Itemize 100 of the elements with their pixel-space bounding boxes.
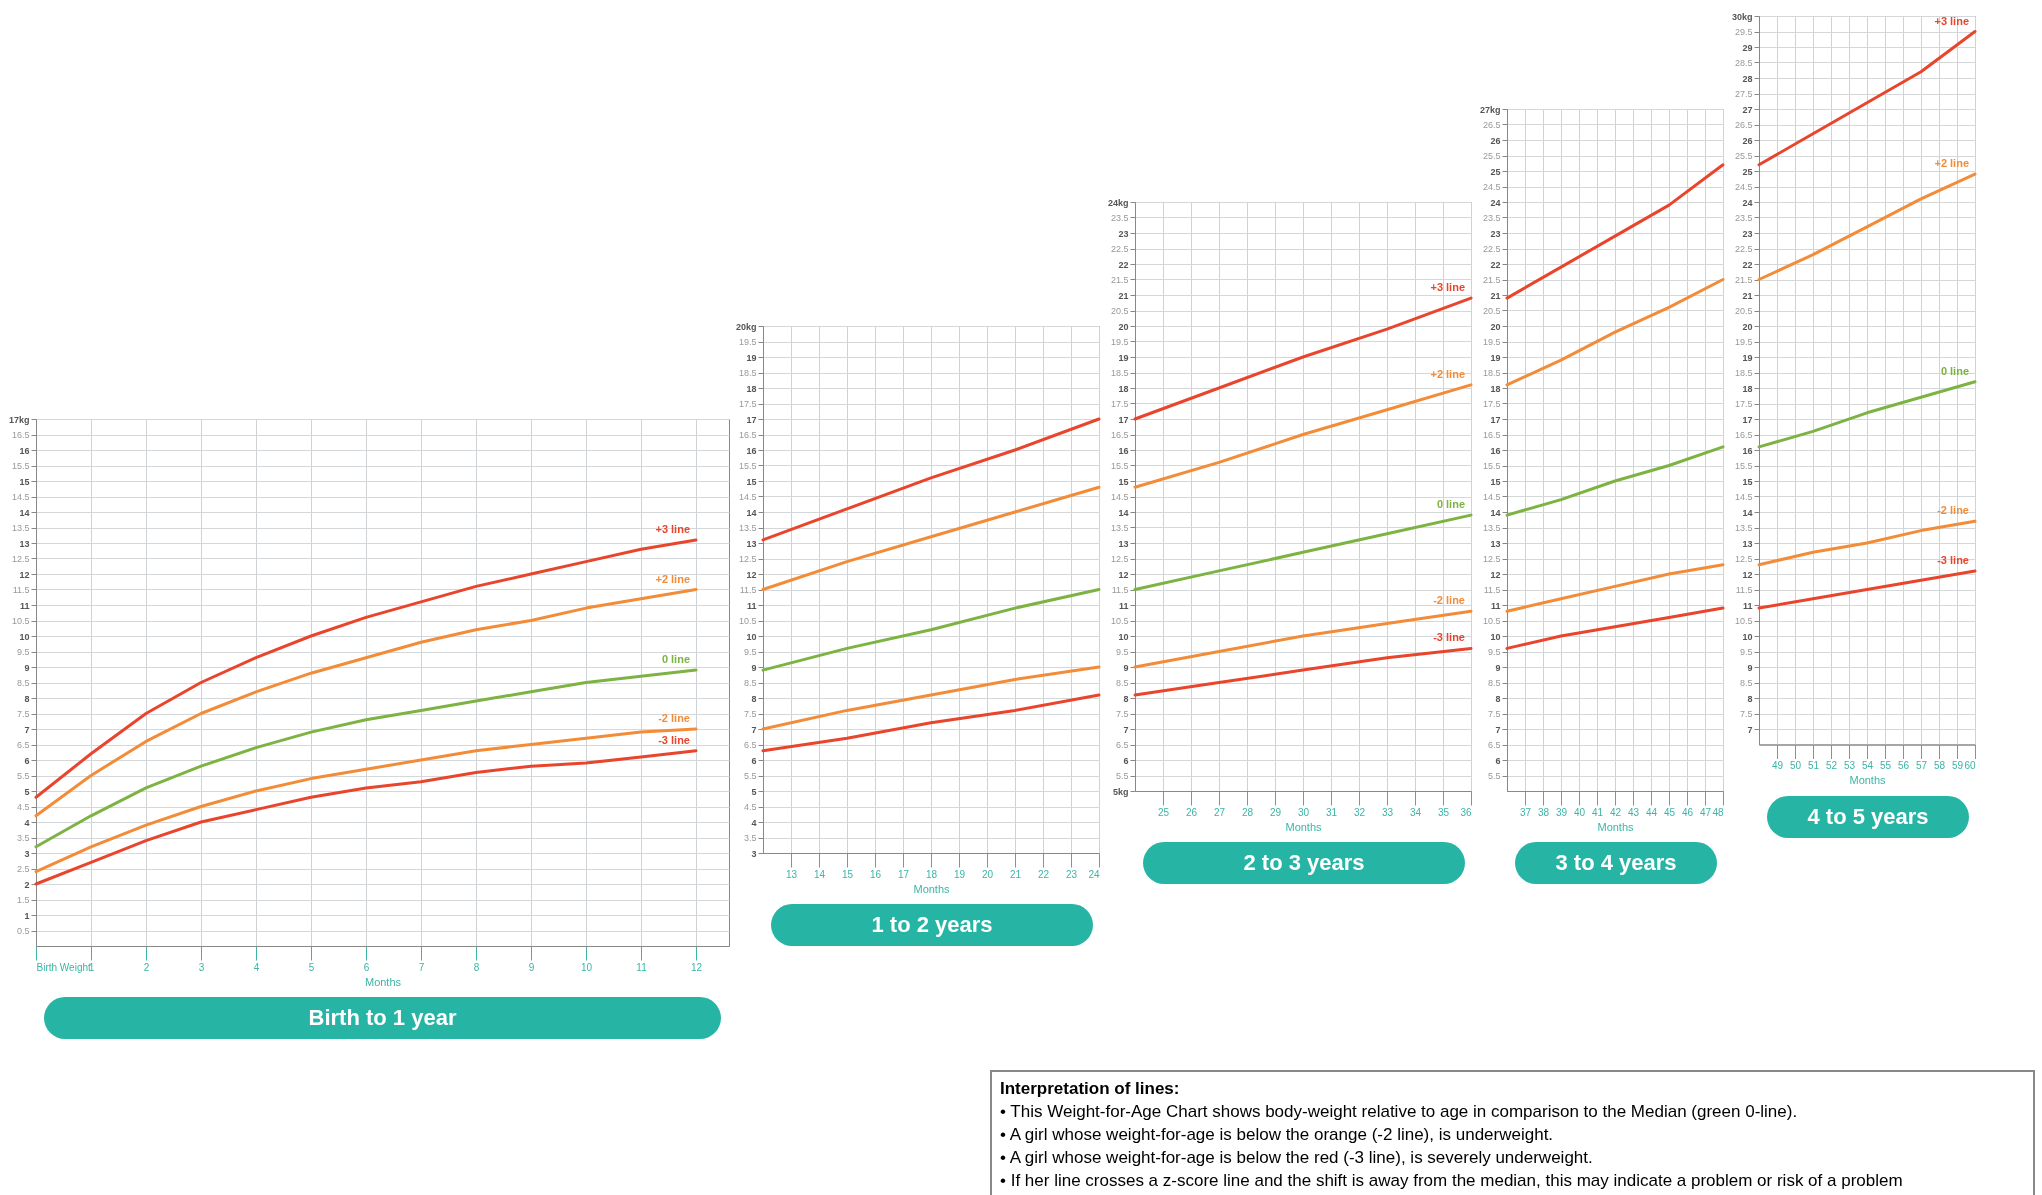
line-series [34,668,698,849]
y-tick-label: 3.5 [743,833,757,843]
y-tick-label: 19.5 [1482,337,1501,347]
y-tick-label: 20.5 [1110,306,1129,316]
line-series [761,417,1101,542]
y-tick-label: 11 [1742,600,1753,611]
x-tick-label: 5 [308,961,315,973]
y-tick-label: 7.5 [1115,709,1129,719]
text: • This Weight-for-Age Chart shows body-weight relative to age in comparison to the Median (green 0-line). [1000,1101,1799,1123]
x-tick-label: 21 [1009,868,1022,880]
x-tick-label: 48 [1712,806,1724,818]
text: • If her line crosses a z-score line and the shift is away from the median, this may indicate a problem or risk of a problem [1000,1170,1904,1192]
line-series [34,749,698,886]
y-tick-label: 22 [1490,259,1501,270]
x-axis-title: Months [1849,774,1887,786]
y-tick-label: 16.5 [738,430,757,440]
y-tick-label: 17 [1118,414,1129,425]
series-label: +2 line [655,572,690,585]
line-series [34,538,698,799]
y-tick-label: 13 [1118,538,1129,549]
y-tick-label: 21.5 [1110,275,1129,285]
line-series [1133,296,1473,421]
y-tick-label: 11 [19,600,30,611]
y-tick-label: 5 [751,786,757,797]
y-tick-label: 15 [1490,476,1501,487]
line-series [761,693,1101,753]
y-tick-label: 8.5 [1115,678,1129,688]
y-tick-label: 18.5 [738,368,757,378]
x-tick-label: 31 [1325,806,1338,818]
y-tick-label: 3 [24,848,30,859]
y-tick-label: 12 [746,569,757,580]
y-tick-label: 17 [746,414,757,425]
series-label: -3 line [1937,553,1969,566]
y-tick-label: 21.5 [1482,275,1501,285]
y-tick-label: 20.5 [1482,306,1501,316]
y-tick-label: 17.5 [738,399,757,409]
x-tick-label: 57 [1915,760,1928,771]
y-tick-label: 21 [1490,290,1501,301]
y-tick-label: 20.5 [1734,306,1753,316]
x-axis-title: Months [913,882,951,895]
y-tick-label: 24.5 [1482,182,1501,192]
y-tick-label: 12.5 [1482,554,1501,564]
y-tick-label: 23 [1490,228,1501,239]
x-tick-label: 18 [925,868,938,880]
y-tick-label: 4.5 [16,802,30,812]
series-label: 0 line [1436,498,1465,511]
y-tick-label: 19.5 [1110,337,1129,347]
y-tick-label: 1.5 [16,895,30,905]
y-tick-label: 17 [1742,414,1753,425]
y-tick-label: 8 [751,693,757,704]
x-tick-label: 28 [1241,806,1254,818]
text: • A girl whose weight-for-age is below the orange (-2 line), is underweight. [1000,1124,1555,1146]
y-tick-label: 6.5 [16,740,30,750]
y-tick-label: 13.5 [1734,523,1753,533]
y-tick-label: 25.5 [1734,151,1753,161]
y-tick-label: 24.5 [1734,182,1753,192]
y-tick-label: 26 [1490,135,1501,146]
y-tick-label: 5.5 [743,771,757,781]
y-tick-label: 14 [1490,507,1501,518]
y-tick-label: 10 [1118,631,1129,642]
y-tick-label: 26 [1742,135,1753,146]
x-tick-label: 45 [1663,806,1676,818]
y-tick-label: 12 [1742,569,1753,580]
line-series [1757,380,1977,449]
y-tick-label: 23 [1118,228,1129,239]
y-tick-label: 15 [746,476,757,487]
y-tick-label: 3.5 [16,833,30,843]
y-tick-label: 2.5 [16,864,30,874]
text: 1 to 2 years [771,904,1093,946]
y-tick-label: 11.5 [1483,585,1501,595]
x-tick-label: 32 [1353,806,1366,818]
y-tick-label: 27 [1742,104,1753,115]
x-tick-label: 3 [198,961,205,973]
y-tick-label: 19 [1742,352,1753,363]
x-tick-label: 38 [1537,806,1550,818]
x-tick-label: 29 [1269,806,1282,818]
y-tick-label: 18 [1118,383,1129,394]
line-series [1133,383,1473,489]
x-tick-label: 2 [143,961,150,973]
y-tick-label: 2 [24,879,30,890]
y-tick-label: 9 [1747,662,1753,673]
x-tick-label: 16 [869,868,882,880]
y-tick-label: 16.5 [1110,430,1129,440]
x-tick-label: 23 [1065,868,1078,880]
y-tick-label: 7.5 [1739,709,1753,719]
y-tick-label: 24 [1742,197,1753,208]
series-label: +2 line [1934,157,1969,170]
series-label: -3 line [658,733,690,746]
y-tick-label: 7 [1123,724,1129,735]
y-tick-label: 10 [1742,631,1753,642]
line-series [761,485,1101,591]
y-tick-label: 14 [19,507,30,518]
x-tick-label: 44 [1645,806,1658,818]
y-tick-label: 20 [1118,321,1129,332]
line-series [1757,172,1977,281]
y-tick-label: 17.5 [1734,399,1753,409]
x-tick-label: 49 [1771,760,1784,771]
y-tick-label: 14.5 [1734,492,1753,502]
x-tick-label: 10 [580,961,593,973]
x-tick-label: 54 [1861,760,1874,771]
